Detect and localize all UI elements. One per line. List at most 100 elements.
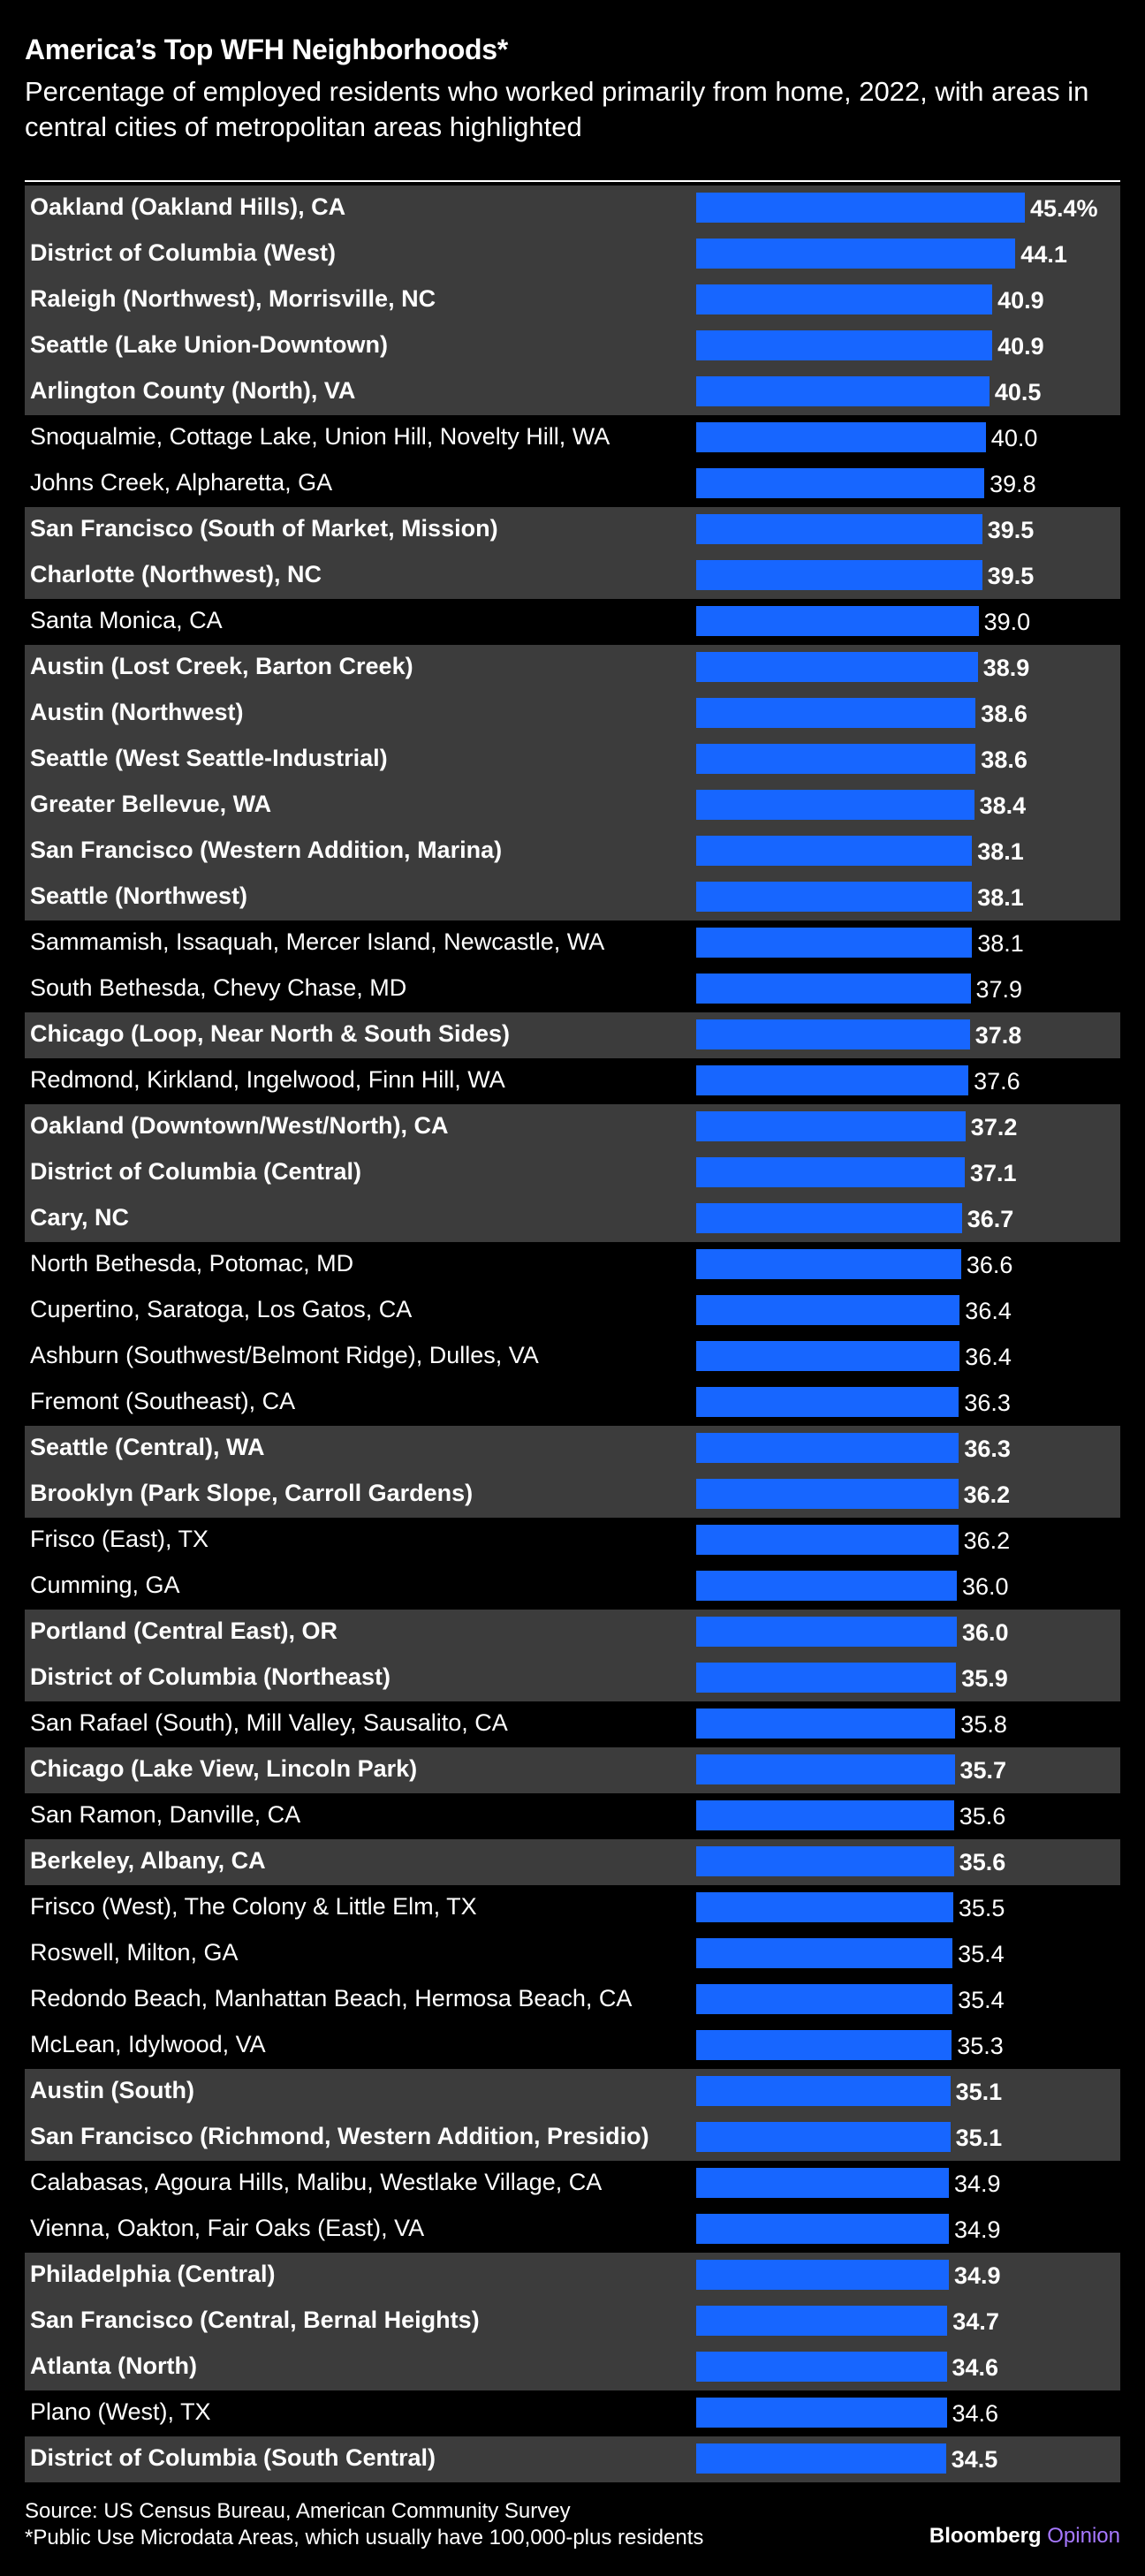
bar-value-label: 37.9: [975, 976, 1023, 1003]
bar: [696, 1295, 960, 1325]
bar-value-label: 37.6: [974, 1068, 1020, 1095]
bar-value-label: 35.6: [959, 1849, 1006, 1875]
bar: [696, 1341, 960, 1371]
bar-value-label: 37.1: [970, 1160, 1017, 1186]
bar-value-label: 34.6: [952, 2354, 999, 2381]
bar-value-label: 38.9: [982, 655, 1030, 681]
chart-row: Cary, NC 36.7: [25, 1196, 1120, 1242]
bar-value-label: 35.4: [958, 1941, 1005, 1967]
row-label: San Francisco (South of Market, Mission): [30, 515, 498, 542]
row-label: Santa Monica, CA: [30, 607, 223, 633]
bar: [696, 2076, 951, 2106]
bar: [696, 1387, 959, 1417]
bar: [696, 422, 986, 452]
bar: [696, 1249, 961, 1279]
bar-value-label: 36.2: [963, 1481, 1011, 1508]
chart-row: Austin (Lost Creek, Barton Creek) 38.9: [25, 645, 1120, 691]
chart-row: Ashburn (Southwest/Belmont Ridge), Dulle…: [25, 1334, 1120, 1380]
bar: [696, 652, 978, 682]
bar: [696, 606, 979, 636]
chart-row: Philadelphia (Central) 34.9: [25, 2253, 1120, 2299]
bar-value-label: 39.0: [983, 609, 1031, 635]
bar: [696, 1938, 953, 1968]
chart-row: Snoqualmie, Cottage Lake, Union Hill, No…: [25, 415, 1120, 461]
row-label: Atlanta (North): [30, 2352, 197, 2379]
bar: [696, 744, 976, 774]
row-label: Ashburn (Southwest/Belmont Ridge), Dulle…: [30, 1342, 539, 1368]
row-label: San Rafael (South), Mill Valley, Sausali…: [30, 1709, 508, 1736]
bar-value-label: 36.4: [965, 1344, 1012, 1370]
row-label: District of Columbia (West): [30, 239, 337, 266]
bar: [696, 2030, 952, 2060]
bar-value-label: 34.9: [954, 2262, 1001, 2289]
chart-row: Seattle (West Seattle-Industrial) 38.6: [25, 737, 1120, 783]
bar: [696, 698, 976, 728]
bar-value-label: 39.8: [990, 471, 1036, 497]
chart-row: Plano (West), TX 34.6: [25, 2390, 1120, 2436]
chart-row: North Bethesda, Potomac, MD 36.6: [25, 1242, 1120, 1288]
chart-row: San Francisco (Central, Bernal Heights) 3…: [25, 2299, 1120, 2345]
bar: [696, 1708, 956, 1739]
row-label: Oakland (Downtown/West/North), CA: [30, 1112, 449, 1139]
chart-row: Redmond, Kirkland, Ingelwood, Finn Hill,…: [25, 1058, 1120, 1104]
row-label: Brooklyn (Park Slope, Carroll Gardens): [30, 1480, 474, 1506]
bar-value-label: 39.5: [987, 563, 1035, 589]
bar: [696, 560, 982, 590]
bar: [696, 836, 973, 866]
bar-value-label: 35.1: [955, 2125, 1003, 2151]
bar-value-label: 40.9: [997, 333, 1044, 360]
bar: [696, 1479, 959, 1509]
brand-name: Bloomberg: [929, 2524, 1042, 2548]
brand-logo: Bloomberg Opinion: [929, 2523, 1120, 2549]
chart-subtitle: Percentage of employed residents who wor…: [25, 76, 1089, 142]
bar: [696, 1111, 966, 1141]
chart-row: Chicago (Loop, Near North & South Sides)…: [25, 1012, 1120, 1058]
row-label: District of Columbia (Central): [30, 1158, 362, 1185]
chart-row: Atlanta (North) 34.6: [25, 2345, 1120, 2390]
bar-value-label: 35.3: [957, 2033, 1004, 2059]
row-label: Cary, NC: [30, 1204, 130, 1231]
bar-value-label: 34.7: [952, 2308, 999, 2335]
bar: [696, 330, 993, 360]
bar-value-label: 34.9: [954, 2171, 1001, 2197]
bar-value-label: 44.1: [1020, 241, 1067, 268]
row-label: Charlotte (Northwest), NC: [30, 561, 322, 587]
bar: [696, 790, 974, 820]
row-label: San Francisco (Western Addition, Marina): [30, 837, 503, 863]
brand-section: Opinion: [1047, 2524, 1120, 2548]
row-label: Cumming, GA: [30, 1572, 180, 1598]
row-label: District of Columbia (South Central): [30, 2444, 436, 2471]
chart-row: Raleigh (Northwest), Morrisville, NC 40.9: [25, 277, 1120, 323]
row-label: Austin (Northwest): [30, 699, 244, 725]
bar-value-label: 36.4: [965, 1298, 1012, 1324]
row-label: Philadelphia (Central): [30, 2261, 276, 2287]
bar: [696, 2398, 947, 2428]
bar: [696, 1846, 954, 1876]
row-label: District of Columbia (Northeast): [30, 1663, 391, 1690]
row-label: Seattle (Central), WA: [30, 1434, 265, 1460]
bar: [696, 1800, 954, 1830]
bar-value-label: 36.6: [966, 1252, 1013, 1278]
row-label: Snoqualmie, Cottage Lake, Union Hill, No…: [30, 423, 610, 450]
row-label: Roswell, Milton, GA: [30, 1939, 239, 1966]
row-label: Austin (South): [30, 2077, 194, 2103]
row-label: Chicago (Loop, Near North & South Sides): [30, 1020, 511, 1047]
bar: [696, 1617, 957, 1647]
bar: [696, 514, 982, 544]
row-label: Calabasas, Agoura Hills, Malibu, Westlak…: [30, 2169, 603, 2195]
bar-value-label: 35.6: [959, 1803, 1006, 1830]
bar-value-label: 36.3: [964, 1436, 1011, 1462]
row-label: North Bethesda, Potomac, MD: [30, 1250, 354, 1277]
bar: [696, 2168, 949, 2198]
chart-title: America’s Top WFH Neighborhoods*: [25, 34, 508, 65]
bar-value-label: 36.7: [967, 1206, 1014, 1232]
bar-value-label: 40.0: [990, 425, 1038, 451]
row-label: Frisco (West), The Colony & Little Elm, …: [30, 1893, 477, 1920]
bar: [696, 1525, 959, 1555]
chart-row: San Rafael (South), Mill Valley, Sausali…: [25, 1701, 1120, 1747]
row-label: San Francisco (Central, Bernal Heights): [30, 2307, 480, 2333]
bar: [696, 2214, 949, 2244]
bar-value-label: 38.1: [977, 930, 1024, 957]
row-label: Redmond, Kirkland, Ingelwood, Finn Hill,…: [30, 1066, 505, 1093]
chart-row: Santa Monica, CA 39.0: [25, 599, 1120, 645]
